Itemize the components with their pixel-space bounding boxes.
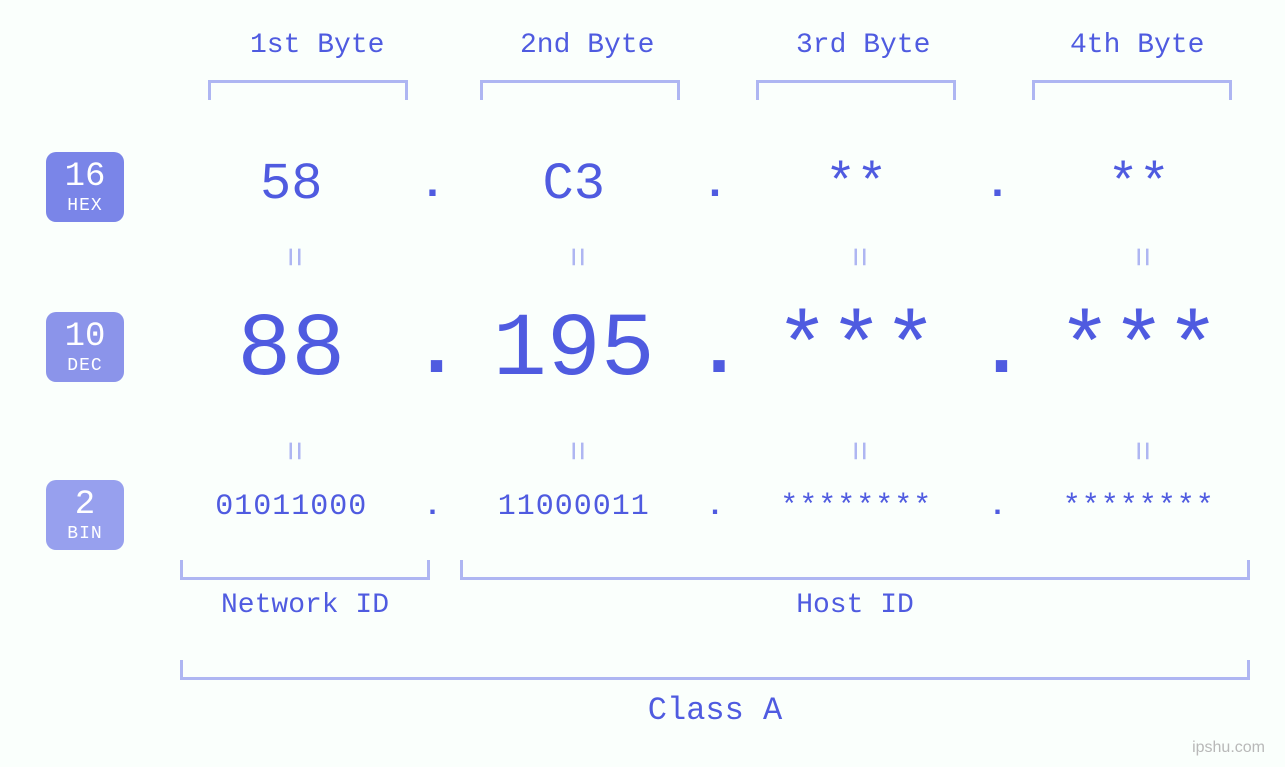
badge-hex-label: HEX	[46, 196, 124, 216]
badge-bin-label: BIN	[46, 524, 124, 544]
bin-byte-2: 11000011	[453, 490, 696, 524]
equals-row-2: = = = =	[170, 432, 1260, 470]
bin-byte-3: ********	[735, 490, 978, 524]
bracket-class	[180, 660, 1250, 680]
top-bracket-3	[756, 80, 956, 100]
bracket-host-id	[460, 560, 1250, 580]
dot: .	[695, 160, 735, 210]
dot: .	[978, 306, 1018, 397]
dot: .	[695, 490, 735, 524]
dot: .	[695, 306, 735, 397]
top-bracket-1	[208, 80, 408, 100]
byte-header-1: 1st Byte	[250, 30, 384, 61]
equals-icon: =	[1120, 330, 1158, 573]
row-bin: 01011000 . 11000011 . ******** . *******…	[170, 490, 1260, 524]
dot: .	[978, 160, 1018, 210]
label-network-id: Network ID	[180, 590, 430, 621]
badge-hex: 16 HEX	[46, 152, 124, 222]
badge-bin: 2 BIN	[46, 480, 124, 550]
equals-row-1: = = = =	[170, 238, 1260, 276]
byte-header-3: 3rd Byte	[796, 30, 930, 61]
byte-header-4: 4th Byte	[1070, 30, 1204, 61]
byte-header-2: 2nd Byte	[520, 30, 654, 61]
top-bracket-4	[1032, 80, 1232, 100]
bin-byte-4: ********	[1018, 490, 1261, 524]
badge-hex-num: 16	[46, 160, 124, 194]
dot: .	[978, 490, 1018, 524]
bin-byte-1: 01011000	[170, 490, 413, 524]
dot: .	[413, 490, 453, 524]
bracket-network-id	[180, 560, 430, 580]
badge-dec-label: DEC	[46, 356, 124, 376]
label-class: Class A	[180, 692, 1250, 729]
watermark: ipshu.com	[1192, 739, 1265, 757]
badge-bin-num: 2	[46, 488, 124, 522]
badge-dec-num: 10	[46, 320, 124, 354]
top-bracket-2	[480, 80, 680, 100]
label-host-id: Host ID	[460, 590, 1250, 621]
dot: .	[413, 160, 453, 210]
equals-icon: =	[837, 330, 875, 573]
equals-icon: =	[555, 330, 593, 573]
badge-dec: 10 DEC	[46, 312, 124, 382]
row-dec: 88 . 195 . *** . ***	[170, 300, 1260, 402]
row-hex: 58 . C3 . ** . **	[170, 155, 1260, 214]
dot: .	[413, 306, 453, 397]
equals-icon: =	[272, 330, 310, 573]
